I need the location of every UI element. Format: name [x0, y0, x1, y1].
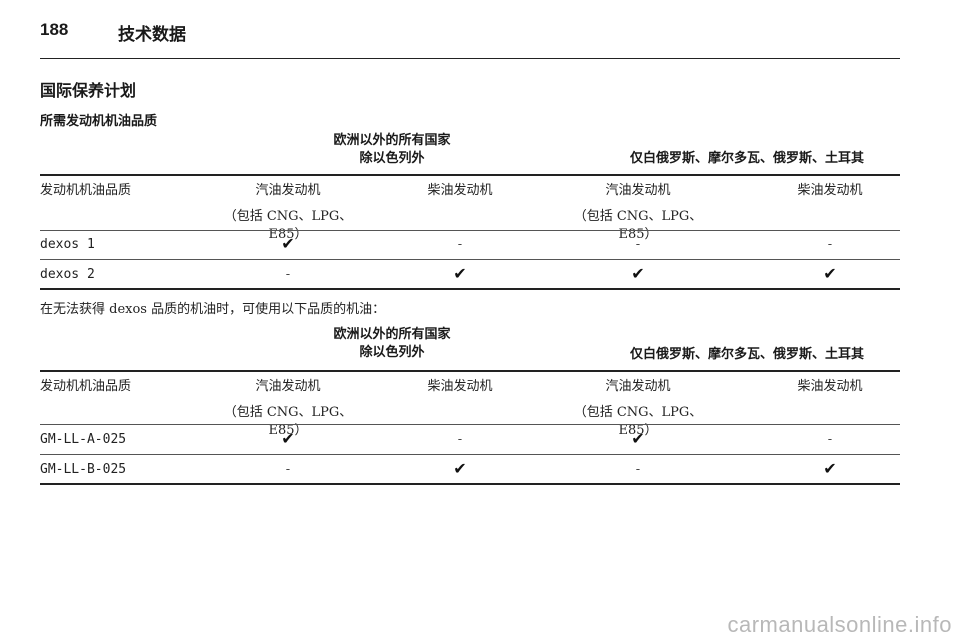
table-cell: -	[285, 462, 291, 477]
column-header-petrol-note: （包括 CNG、LPG、E85）	[223, 405, 353, 438]
page-header: 188 技术数据	[40, 18, 900, 59]
table-cell: -	[457, 237, 463, 252]
table-cell: ✔	[823, 264, 837, 283]
group-header-selected-countries: 仅白俄罗斯、摩尔多瓦、俄罗斯、土耳其	[629, 347, 864, 362]
table-header-rule	[40, 370, 900, 372]
row-divider	[40, 424, 900, 425]
chapter-title: 技术数据	[118, 25, 186, 45]
group-header-all-countries: 欧洲以外的所有国家 除以色列外	[270, 132, 514, 168]
table-header-rule	[40, 174, 900, 176]
column-header-quality: 发动机机油品质	[40, 183, 132, 198]
table-cell: -	[827, 432, 833, 447]
table-cell: -	[635, 237, 641, 252]
column-header-petrol: 汽油发动机 （包括 CNG、LPG、E85）	[558, 378, 718, 440]
group-header-line1: 欧洲以外的所有国家	[333, 133, 451, 148]
table-cell: ✔	[281, 234, 295, 253]
table-row-label: dexos 1	[40, 237, 95, 252]
page-number: 188	[40, 20, 69, 39]
column-header-quality: 发动机机油品质	[40, 379, 132, 394]
row-divider	[40, 454, 900, 455]
column-header-petrol-label: 汽油发动机	[255, 379, 321, 394]
group-header-line1: 欧洲以外的所有国家	[333, 327, 451, 342]
column-header-petrol: 汽油发动机 （包括 CNG、LPG、E85）	[558, 182, 718, 244]
table-row-label: GM-LL-B-025	[40, 462, 127, 477]
table-bottom-rule	[40, 288, 900, 290]
subsection-title: 所需发动机机油品质	[40, 114, 158, 129]
row-divider	[40, 230, 900, 231]
table-cell: -	[635, 462, 641, 477]
section-title: 国际保养计划	[40, 81, 137, 100]
table-cell: ✔	[453, 264, 467, 283]
row-divider	[40, 259, 900, 260]
table-row-label: dexos 2	[40, 267, 95, 282]
column-header-diesel: 柴油发动机	[797, 183, 863, 198]
watermark-text: carmanualsonline.info	[727, 612, 952, 637]
column-header-petrol: 汽油发动机 （包括 CNG、LPG、E85）	[208, 378, 368, 440]
group-header-line2: 除以色列外	[359, 345, 425, 360]
column-header-petrol-note: （包括 CNG、LPG、E85）	[573, 405, 703, 438]
table-cell: -	[457, 432, 463, 447]
table-bottom-rule	[40, 483, 900, 485]
oil-quality-table-dexos: 欧洲以外的所有国家 除以色列外 仅白俄罗斯、摩尔多瓦、俄罗斯、土耳其 发动机机油…	[40, 132, 900, 292]
table-cell: ✔	[631, 429, 645, 448]
table-cell: ✔	[823, 459, 837, 478]
table-cell: ✔	[281, 429, 295, 448]
substitute-oil-note: 在无法获得 dexos 品质的机油时，可使用以下品质的机油：	[40, 302, 386, 317]
table-row-label: GM-LL-A-025	[40, 432, 127, 447]
column-header-diesel: 柴油发动机	[427, 183, 493, 198]
table-cell: -	[285, 267, 291, 282]
oil-quality-table-gm-ll: 欧洲以外的所有国家 除以色列外 仅白俄罗斯、摩尔多瓦、俄罗斯、土耳其 发动机机油…	[40, 326, 900, 488]
group-header-all-countries: 欧洲以外的所有国家 除以色列外	[270, 326, 514, 362]
group-header-line2: 除以色列外	[359, 151, 425, 166]
table-cell: -	[827, 237, 833, 252]
group-header-selected-countries: 仅白俄罗斯、摩尔多瓦、俄罗斯、土耳其	[629, 151, 864, 166]
column-header-diesel: 柴油发动机	[427, 379, 493, 394]
column-header-diesel: 柴油发动机	[797, 379, 863, 394]
column-header-petrol-label: 汽油发动机	[605, 183, 671, 198]
table-cell: ✔	[453, 459, 467, 478]
column-header-petrol-label: 汽油发动机	[255, 183, 321, 198]
column-header-petrol-label: 汽油发动机	[605, 379, 671, 394]
table-cell: ✔	[631, 264, 645, 283]
